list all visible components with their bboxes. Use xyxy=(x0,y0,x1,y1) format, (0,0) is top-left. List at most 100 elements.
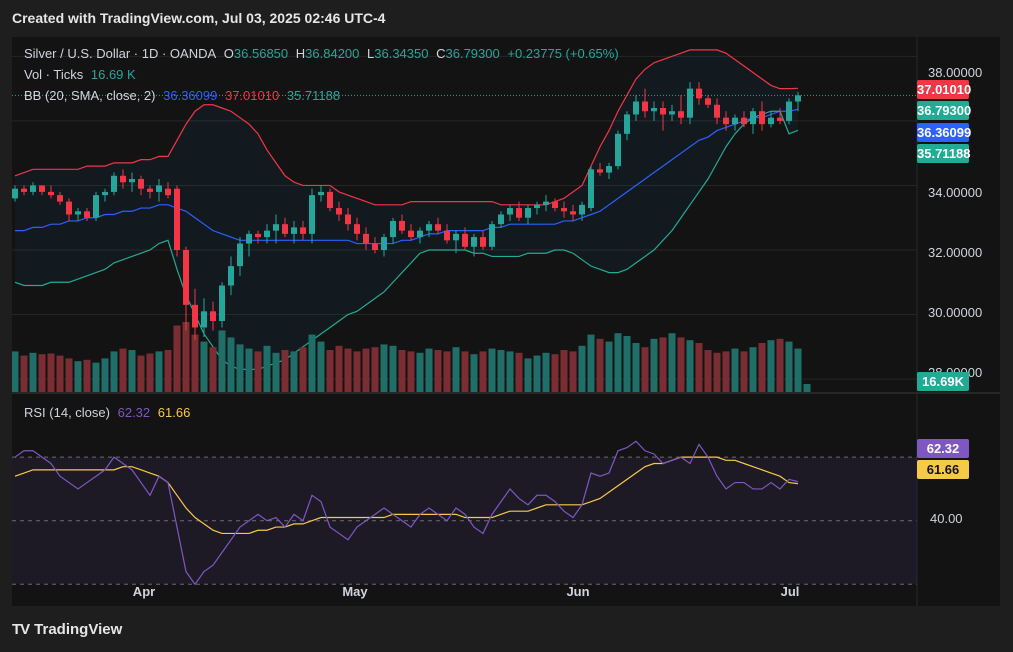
candle-body xyxy=(525,208,531,218)
volume-bar xyxy=(434,350,442,392)
volume-bar xyxy=(407,351,415,392)
volume-bar xyxy=(497,350,505,392)
candle-body xyxy=(453,233,459,241)
volume-bar xyxy=(605,341,613,392)
volume-bar xyxy=(173,325,181,392)
tradingview-brand[interactable]: TV TradingView xyxy=(12,621,122,638)
candle-body xyxy=(678,111,684,118)
candle-body xyxy=(579,204,585,215)
candle-body xyxy=(102,191,108,196)
candle-body xyxy=(156,185,162,192)
volume-bar xyxy=(722,351,730,392)
candle-body xyxy=(273,224,279,231)
candle-body xyxy=(768,117,774,125)
candle-body xyxy=(381,237,387,250)
volume-bar xyxy=(389,345,397,392)
volume-bar xyxy=(578,345,586,392)
candle-body xyxy=(165,188,171,196)
candle-body xyxy=(408,230,414,238)
volume-bar xyxy=(713,352,721,392)
candle-body xyxy=(687,88,693,118)
price-tick: 32.00000 xyxy=(928,245,983,260)
volume-bar xyxy=(12,351,19,392)
candle-body xyxy=(372,243,378,250)
bb-upper-value: 37.01010 xyxy=(224,88,280,103)
candle-body xyxy=(714,104,720,118)
close-price-tag: 36.79300 xyxy=(917,101,972,120)
close-label: C xyxy=(436,46,446,61)
volume-bar xyxy=(740,351,748,392)
candle-body xyxy=(48,191,54,196)
bb-label[interactable]: BB (20, SMA, close, 2) xyxy=(24,88,156,103)
volume-bars xyxy=(12,322,811,392)
bollinger-bands xyxy=(14,49,799,371)
candle-body xyxy=(534,204,540,209)
volume-bar xyxy=(227,337,235,392)
candle-body xyxy=(309,195,315,234)
volume-bar xyxy=(218,330,226,392)
volume-bar xyxy=(686,340,694,392)
candle-body xyxy=(39,185,45,192)
candlesticks xyxy=(12,82,801,341)
time-label-may: May xyxy=(342,584,368,599)
volume-bar xyxy=(47,353,55,392)
candle-body xyxy=(327,191,333,209)
rsi-tag: 62.32 xyxy=(917,439,969,458)
volume-bar xyxy=(542,352,550,392)
candle-body xyxy=(84,211,90,218)
volume-bar xyxy=(119,348,127,392)
volume-bar xyxy=(425,348,433,392)
volume-bar xyxy=(155,351,163,392)
chart-frame[interactable] xyxy=(12,37,1000,606)
candle-body xyxy=(363,233,369,244)
candle-body xyxy=(660,108,666,115)
volume-bar xyxy=(353,351,361,392)
rsi-legend: RSI (14, close) 62.32 61.66 xyxy=(24,405,194,420)
candle-body xyxy=(138,179,144,189)
candle-body xyxy=(705,98,711,105)
volume-bar xyxy=(731,348,739,392)
rsi-value: 62.32 xyxy=(117,405,151,420)
volume-bar xyxy=(524,358,532,392)
rsi-label[interactable]: RSI (14, close) xyxy=(24,405,110,420)
candle-body xyxy=(606,166,612,173)
volume-bar xyxy=(191,334,199,392)
candle-body xyxy=(696,88,702,99)
volume-bar xyxy=(551,354,559,392)
rsi-ma-value: 61.66 xyxy=(157,405,191,420)
candle-body xyxy=(201,311,207,328)
candle-body xyxy=(624,114,630,134)
candle-body xyxy=(417,230,423,238)
volume-bar xyxy=(272,352,280,392)
volume-bar xyxy=(263,345,271,392)
volume-bar xyxy=(614,333,622,392)
volume-tag: 16.69K xyxy=(917,372,969,391)
volume-bar xyxy=(209,347,217,392)
candle-body xyxy=(642,101,648,112)
volume-bar xyxy=(92,362,100,392)
candle-body xyxy=(471,237,477,247)
candle-body xyxy=(552,201,558,209)
volume-bar xyxy=(56,355,64,392)
candle-body xyxy=(669,111,675,115)
volume-bar xyxy=(650,338,658,392)
created-with-header: Created with TradingView.com, Jul 03, 20… xyxy=(12,10,386,26)
volume-label[interactable]: Vol · Ticks xyxy=(24,67,84,82)
candle-body xyxy=(795,95,801,102)
candle-body xyxy=(147,188,153,192)
candle-body xyxy=(30,185,36,192)
candle-body xyxy=(93,195,99,218)
candle-body xyxy=(57,195,63,202)
volume-bar xyxy=(641,347,649,392)
bb-basis-value: 36.36099 xyxy=(163,88,218,103)
chart-canvas[interactable] xyxy=(12,37,1000,606)
candle-body xyxy=(489,224,495,247)
candle-body xyxy=(282,224,288,234)
candle-body xyxy=(174,188,180,250)
candle-body xyxy=(345,214,351,225)
rsi-line xyxy=(14,440,799,586)
symbol-title[interactable]: Silver / U.S. Dollar · 1D · OANDA xyxy=(24,46,217,61)
bb-upper-line xyxy=(14,49,799,206)
candle-body xyxy=(462,233,468,247)
volume-bar xyxy=(776,338,784,392)
